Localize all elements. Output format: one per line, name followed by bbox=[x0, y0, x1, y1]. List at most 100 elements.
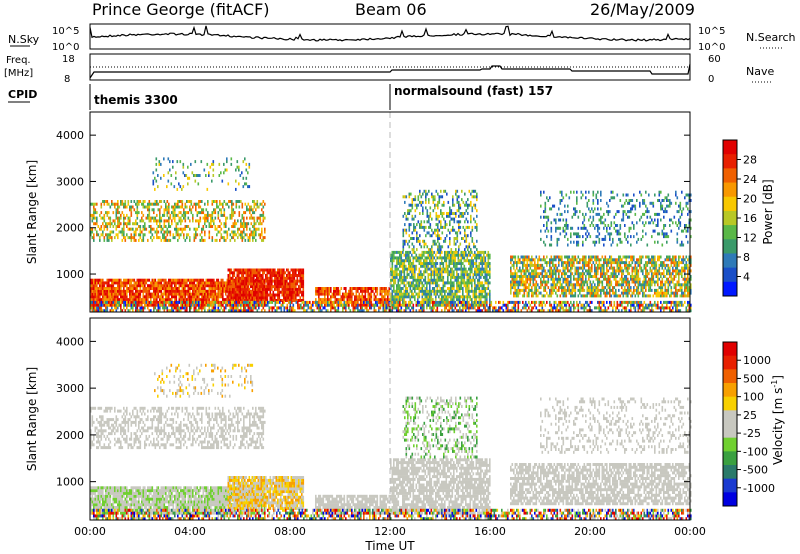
power-cell bbox=[354, 287, 356, 290]
power-cell bbox=[199, 289, 202, 293]
power-cell bbox=[513, 291, 515, 295]
power-cell bbox=[396, 298, 398, 302]
power-cell bbox=[520, 288, 523, 292]
power-cell bbox=[439, 250, 442, 254]
power-cell bbox=[111, 222, 113, 226]
power-cell bbox=[198, 202, 200, 206]
power-cell bbox=[453, 295, 455, 299]
power-cell bbox=[183, 295, 185, 299]
power-cell bbox=[169, 303, 172, 307]
power-cell bbox=[187, 295, 190, 299]
power-cell bbox=[201, 295, 203, 299]
power-cell bbox=[108, 211, 110, 215]
power-cell bbox=[474, 303, 476, 307]
power-cell bbox=[147, 238, 149, 242]
power-cell bbox=[280, 279, 282, 283]
power-cell bbox=[133, 298, 136, 302]
power-cell bbox=[423, 273, 425, 277]
power-cell bbox=[321, 298, 323, 302]
power-cell bbox=[226, 287, 229, 290]
power-cell bbox=[591, 286, 593, 290]
power-cell bbox=[284, 290, 287, 294]
power-cell bbox=[287, 282, 290, 286]
power-cell bbox=[441, 295, 443, 299]
power-cell bbox=[687, 258, 689, 262]
power-cell bbox=[298, 299, 300, 302]
power-cell bbox=[202, 211, 205, 215]
power-cell bbox=[520, 277, 523, 281]
power-cell bbox=[114, 295, 116, 299]
power-cell bbox=[354, 300, 356, 304]
power-cell bbox=[376, 298, 379, 302]
power-cell bbox=[253, 271, 255, 275]
power-cell bbox=[189, 289, 191, 293]
power-cell bbox=[287, 271, 290, 275]
power-cell bbox=[120, 202, 122, 206]
power-cell bbox=[451, 256, 454, 260]
power-cell bbox=[535, 291, 538, 295]
power-cell bbox=[242, 293, 245, 297]
power-cell bbox=[219, 219, 221, 223]
power-cell bbox=[606, 261, 608, 265]
power-cell bbox=[423, 264, 425, 268]
power-cell bbox=[399, 287, 401, 290]
power-cell bbox=[106, 233, 109, 237]
power-cell bbox=[676, 272, 679, 276]
power-cell bbox=[589, 266, 592, 270]
power-cell bbox=[561, 275, 563, 278]
power-cell bbox=[393, 270, 395, 274]
power-cell bbox=[293, 299, 296, 302]
power-cell bbox=[457, 273, 460, 277]
power-cell bbox=[427, 278, 430, 282]
power-cell bbox=[192, 213, 194, 217]
power-cell bbox=[237, 236, 239, 240]
power-cell bbox=[667, 258, 670, 262]
power-cell bbox=[382, 298, 385, 302]
power-cell bbox=[118, 205, 121, 209]
power-cell bbox=[516, 261, 518, 265]
power-cell bbox=[450, 275, 452, 279]
power-cell bbox=[202, 292, 205, 296]
power-cell bbox=[648, 272, 650, 276]
power-cell bbox=[324, 289, 326, 293]
power-cell bbox=[549, 258, 551, 262]
power-cell bbox=[426, 262, 428, 265]
power-cell bbox=[227, 279, 230, 283]
power-cell bbox=[257, 282, 260, 286]
power-cell bbox=[615, 288, 617, 292]
power-cell bbox=[586, 291, 589, 295]
power-cell bbox=[217, 225, 220, 228]
power-cell bbox=[391, 298, 394, 302]
power-cell bbox=[622, 261, 625, 265]
power-cell bbox=[302, 274, 305, 277]
power-cell bbox=[295, 287, 297, 291]
power-cell bbox=[433, 275, 436, 279]
power-cell bbox=[525, 272, 527, 276]
power-cell bbox=[277, 279, 279, 283]
power-cell bbox=[681, 294, 683, 298]
power-cell bbox=[576, 272, 578, 276]
power-cell bbox=[399, 250, 401, 254]
power-cell bbox=[534, 275, 536, 278]
power-cell bbox=[426, 264, 428, 268]
power-cell bbox=[688, 291, 691, 295]
power-cell bbox=[370, 287, 373, 290]
power-cell bbox=[435, 303, 437, 307]
power-cell bbox=[603, 275, 605, 278]
power-cell bbox=[681, 291, 683, 295]
power-cell bbox=[333, 292, 335, 296]
power-cell bbox=[459, 253, 461, 257]
power-cell bbox=[91, 298, 94, 302]
power-cell bbox=[402, 292, 404, 296]
power-cell bbox=[223, 230, 226, 234]
power-cell bbox=[196, 289, 199, 293]
power-cell bbox=[436, 250, 439, 254]
power-cell bbox=[109, 284, 112, 288]
power-cell bbox=[447, 270, 449, 274]
power-cell bbox=[634, 272, 637, 276]
power-cell bbox=[370, 298, 373, 302]
power-cell bbox=[625, 269, 628, 273]
power-cell bbox=[254, 287, 257, 291]
power-cell bbox=[196, 303, 199, 307]
power-cell bbox=[157, 292, 160, 296]
